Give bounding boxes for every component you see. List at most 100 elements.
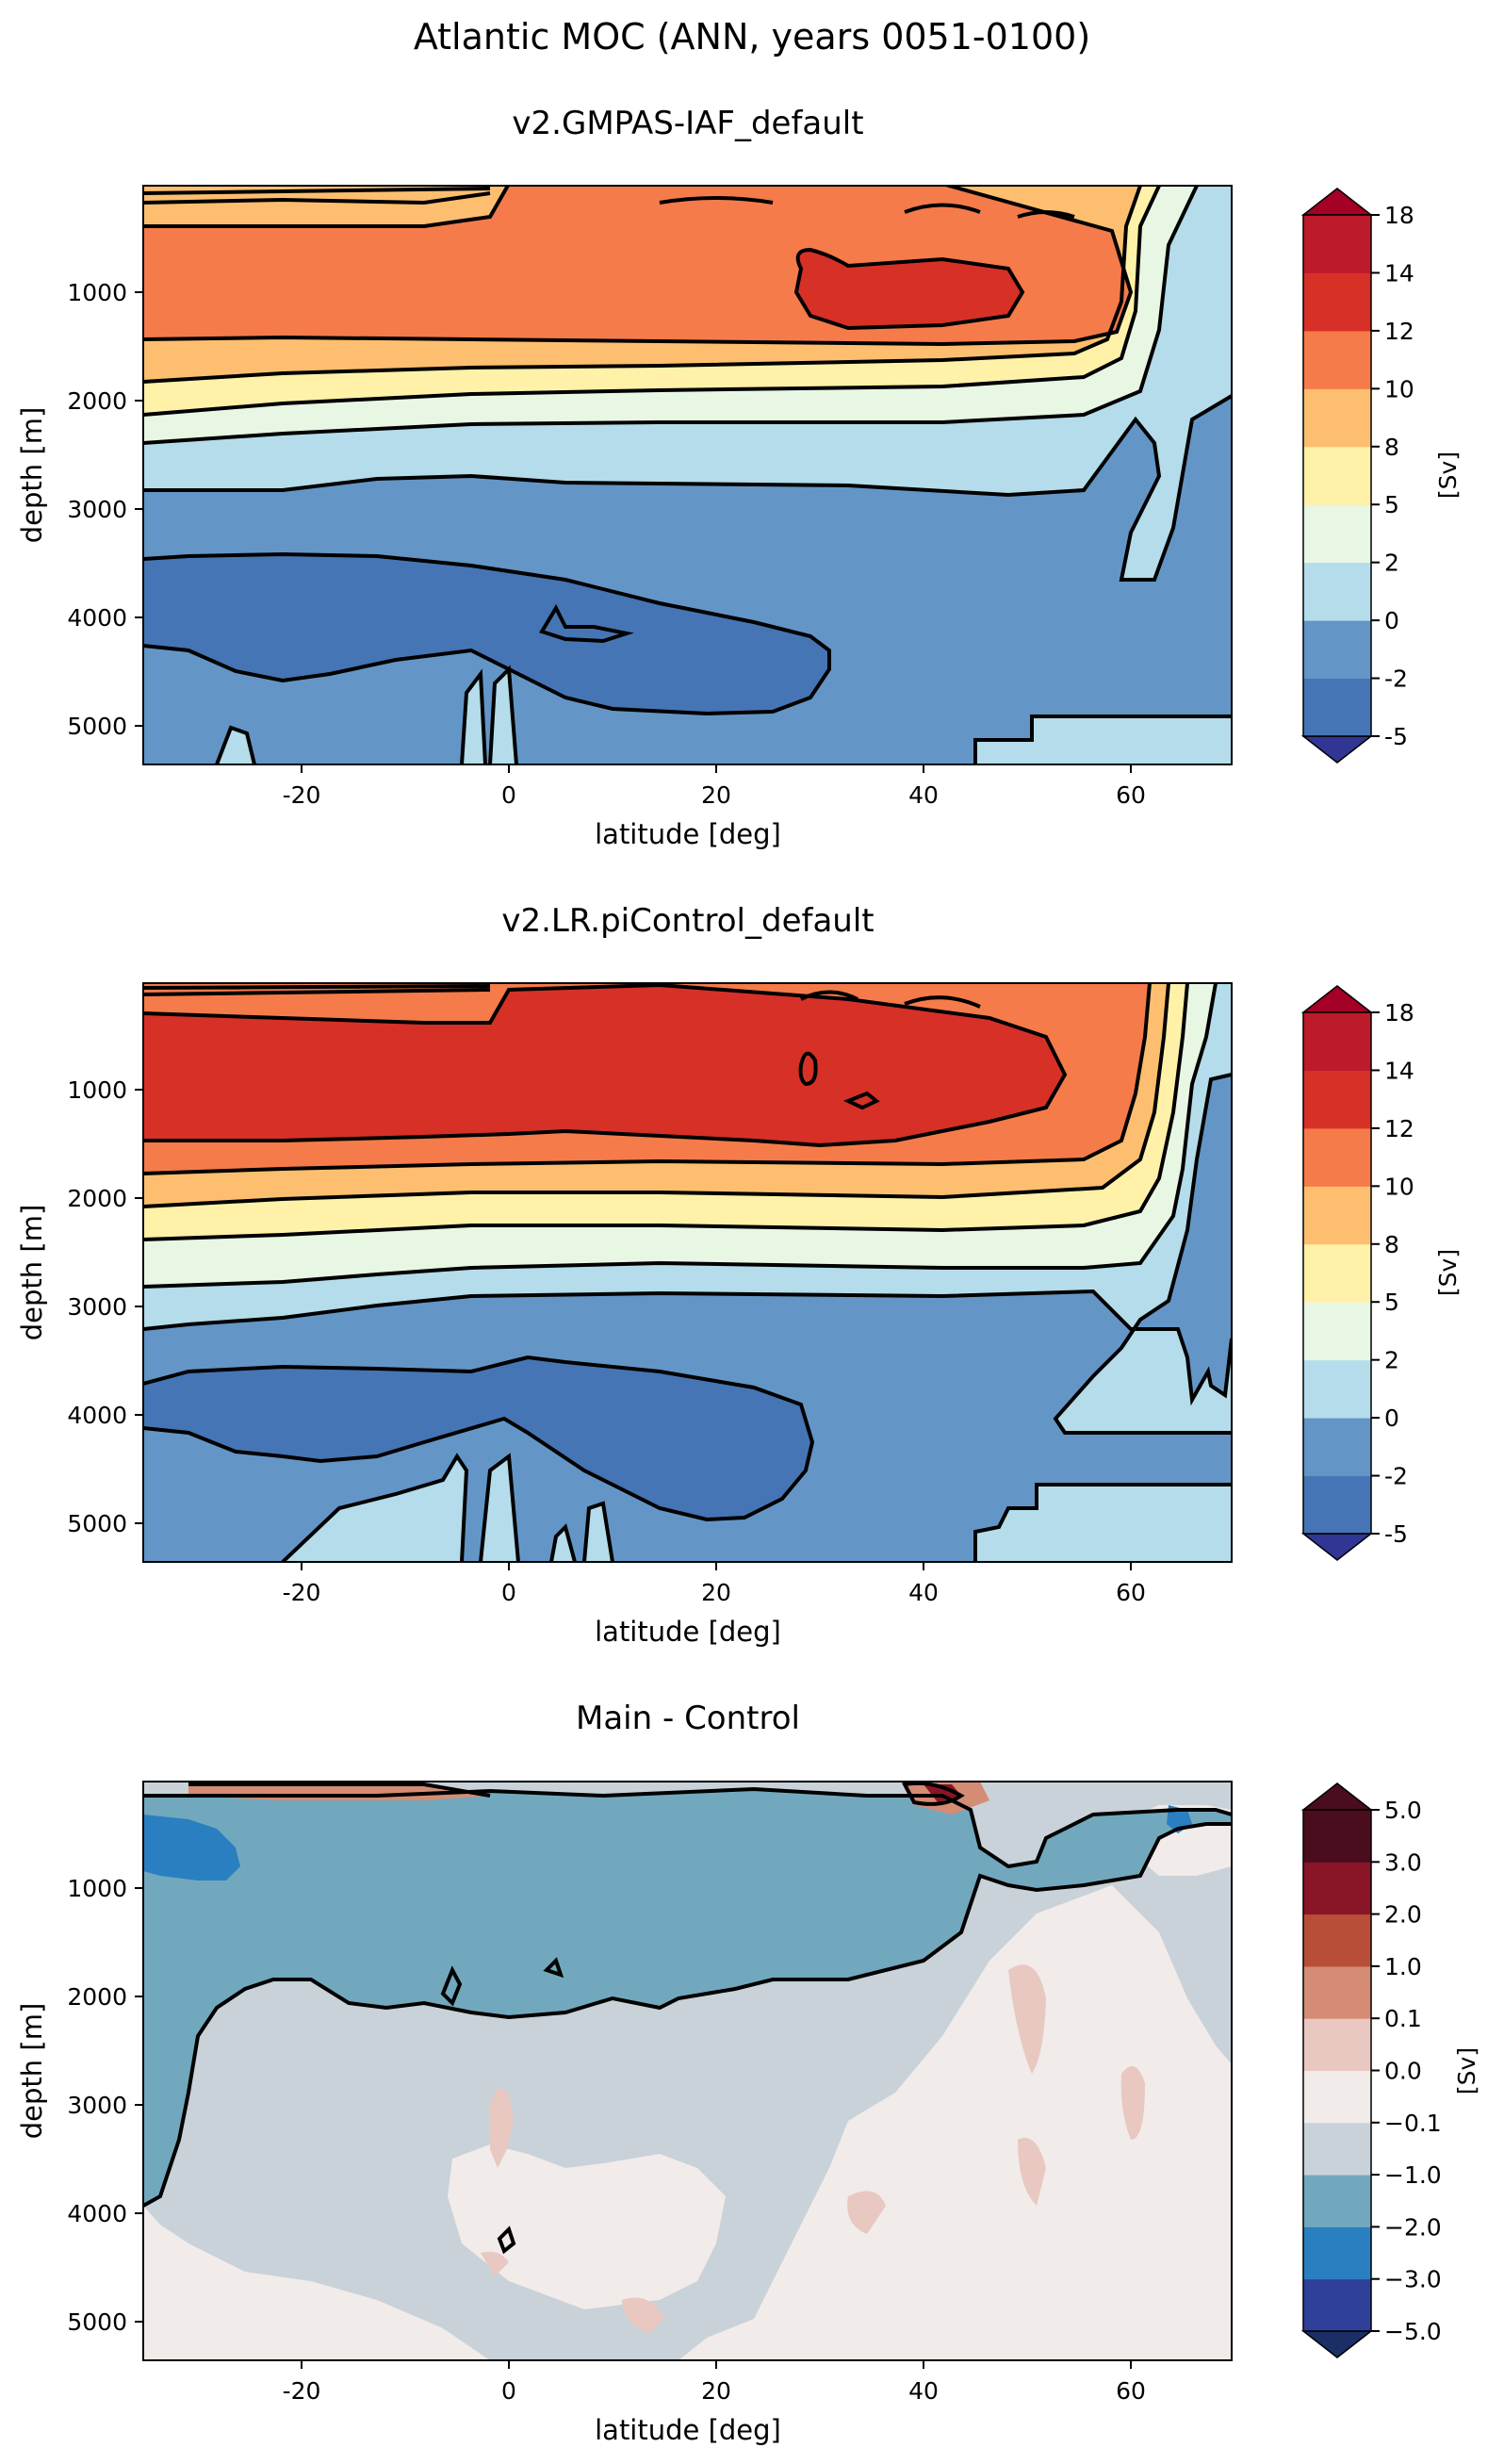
contour-line-8 <box>143 983 1170 1208</box>
colorbar-tick-label: 2.0 <box>1384 1901 1422 1929</box>
y-tick-label: 2000 <box>67 1185 127 1212</box>
contour-field <box>143 186 1232 764</box>
contour-line-surface <box>143 984 981 1009</box>
y-tick-label: 3000 <box>67 496 127 523</box>
plot-frame <box>142 1781 1233 2361</box>
colorbar-segment <box>1303 2175 1371 2227</box>
contour-line-14-loop <box>798 1051 880 1110</box>
colorbar-tick-label: −1.0 <box>1384 2161 1442 2189</box>
fill-level-0.1 <box>1120 2066 1145 2140</box>
x-tick-label: 20 <box>701 781 731 809</box>
y-axis-ticks <box>135 1089 143 1524</box>
colorbar-tick-label: 18 <box>1384 999 1414 1027</box>
colorbar-extend-low <box>1300 2330 1374 2358</box>
fill-level-0 <box>143 2206 490 2360</box>
colorbar-segment <box>1303 388 1371 448</box>
x-axis-label: latitude [deg] <box>595 1616 781 1648</box>
colorbar-tick-label: 14 <box>1384 1057 1414 1084</box>
colorbar-tick-label: −5.0 <box>1384 2318 1442 2345</box>
x-tick-label: 0 <box>501 781 516 809</box>
colorbar-label: [Sv] <box>1453 2047 1480 2094</box>
contour-line-0-finger <box>281 1453 614 1562</box>
plot-frame <box>142 982 1233 1563</box>
y-tick-labels: 1000 2000 3000 4000 5000 <box>67 279 127 740</box>
fill-level-0.1 <box>1018 2138 1046 2206</box>
colorbar-tick-label: -2 <box>1384 665 1408 693</box>
colorbar-tick-label: 0 <box>1384 607 1399 634</box>
contour-line-0-bottom <box>973 1483 1232 1562</box>
x-axis-label: latitude [deg] <box>595 818 781 850</box>
y-tick-label: 1000 <box>67 279 127 306</box>
y-tick-label: 3000 <box>67 1293 127 1321</box>
panel-title: v2.GMPAS-IAF_default <box>512 105 863 142</box>
contour-line-10 <box>143 186 1134 347</box>
fill-level-neg-2 <box>143 1815 240 1881</box>
fill-level-0 <box>448 2144 726 2309</box>
colorbar-tick-label: 18 <box>1384 202 1414 229</box>
x-tick-label: 0 <box>501 1579 516 1606</box>
colorbar-tick-label: −2.0 <box>1384 2213 1442 2241</box>
colorbar-tick-label: −0.1 <box>1384 2110 1442 2137</box>
colorbar-frame <box>1302 214 1372 737</box>
fill-level-0.1 <box>622 2297 664 2333</box>
colorbar-frame <box>1302 1011 1372 1535</box>
colorbar-segment <box>1303 1359 1371 1419</box>
colorbar-tick-label: 0.1 <box>1384 2005 1422 2032</box>
contour-lines <box>143 186 1232 764</box>
fill-level-neg-2 <box>143 1357 812 1519</box>
y-tick-labels: 1000 2000 3000 4000 5000 <box>67 1076 127 1537</box>
colorbar-tick-label: 2 <box>1384 550 1399 577</box>
colorbar-tick-label: −3.0 <box>1384 2266 1442 2293</box>
colorbar-tick-label: 5.0 <box>1384 1797 1422 1824</box>
fill-level-neg-1 <box>143 1789 1232 2206</box>
y-tick-label: 2000 <box>67 387 127 415</box>
panel-control: v2.LR.piControl_default <box>16 902 1462 1648</box>
colorbar-tick-label: 1.0 <box>1384 1953 1422 1980</box>
x-tick-label: -20 <box>283 2377 321 2405</box>
x-axis-ticks <box>301 764 1132 773</box>
y-tick-label: 1000 <box>67 1875 127 1902</box>
colorbar: -5 -2 0 2 5 8 10 12 14 18 <box>1300 188 1414 764</box>
panel-title: v2.LR.piControl_default <box>501 902 874 940</box>
y-axis-label: depth [m] <box>16 2003 48 2140</box>
x-tick-label: 40 <box>908 1579 939 1606</box>
colorbar-tick-label: 10 <box>1384 375 1414 402</box>
x-tick-labels: -20 0 20 40 60 <box>283 1579 1146 1606</box>
contour-line-0 <box>143 394 1232 582</box>
colorbar-segment <box>1303 215 1371 273</box>
colorbar-segment <box>1303 1862 1371 1915</box>
colorbar-tick-label: 10 <box>1384 1173 1414 1200</box>
contour-line-12 <box>143 983 1068 1148</box>
x-axis-ticks <box>301 2360 1132 2369</box>
colorbar: -5 -2 0 2 5 8 10 12 14 18 <box>1300 985 1414 1561</box>
fill-level-0 <box>678 1885 1232 2360</box>
contour-line-0 <box>143 1073 1232 1435</box>
x-tick-label: 60 <box>1116 781 1146 809</box>
colorbar-tick-label: 5 <box>1384 1289 1399 1316</box>
fill-level-0.1 <box>1008 1964 1046 2074</box>
y-axis-label: depth [m] <box>16 1205 48 1341</box>
x-tick-label: 20 <box>701 1579 731 1606</box>
y-tick-label: 5000 <box>67 1510 127 1537</box>
x-tick-labels: -20 0 20 40 60 <box>283 781 1146 809</box>
fill-level-pos-3 <box>924 1784 961 1802</box>
x-tick-labels: -20 0 20 40 60 <box>283 2377 1146 2405</box>
x-tick-label: 40 <box>908 781 939 809</box>
contour-line-0-finger <box>215 665 518 764</box>
x-tick-label: 40 <box>908 2377 939 2405</box>
colorbar-segment <box>1303 1810 1371 1863</box>
colorbar-tick-label: 12 <box>1384 1115 1414 1142</box>
colorbar-segment <box>1303 2018 1371 2071</box>
colorbar-extend-high <box>1300 1782 1374 1811</box>
contour-lines <box>143 1782 1232 2255</box>
colorbar-segment <box>1303 446 1371 505</box>
panel-main: v2.GMPAS-IAF_default <box>16 105 1462 850</box>
fill-level-14 <box>143 985 1065 1145</box>
y-tick-label: 4000 <box>67 604 127 632</box>
colorbar-segment <box>1303 1418 1371 1477</box>
contour-line-neg-2 <box>143 1355 815 1522</box>
x-tick-label: 60 <box>1116 1579 1146 1606</box>
colorbar-tick-label: -2 <box>1384 1463 1408 1490</box>
colorbar-segment <box>1303 1302 1371 1361</box>
